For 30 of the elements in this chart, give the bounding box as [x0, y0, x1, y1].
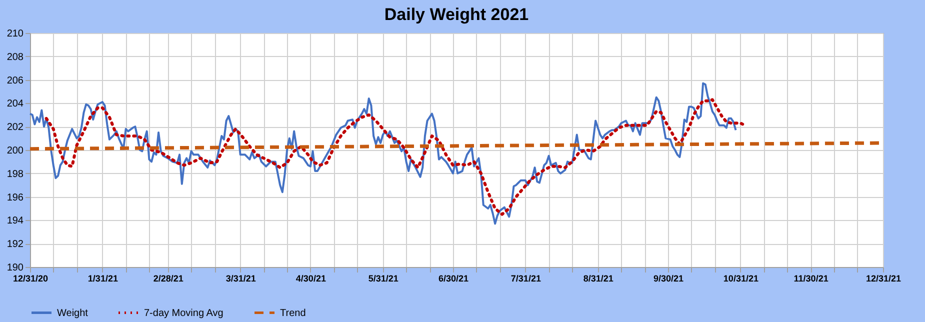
y-tick-label: 192 — [6, 239, 24, 250]
x-tick-label: 1/31/21 — [88, 274, 118, 284]
x-tick-label: 8/31/21 — [583, 274, 614, 284]
y-tick-label: 198 — [6, 168, 24, 180]
x-tick-label: 3/31/21 — [226, 274, 256, 284]
line-series — [29, 82, 737, 225]
x-tick-label: 9/30/21 — [653, 274, 684, 284]
y-tick-label: 196 — [6, 192, 24, 204]
legend-label: 7-day Moving Avg — [144, 308, 224, 319]
x-tick-label: 11/30/21 — [794, 274, 828, 284]
legend-label: Trend — [280, 308, 306, 319]
chart-title: Daily Weight 2021 — [384, 5, 529, 24]
y-tick-label: 204 — [6, 98, 24, 110]
y-tick-label: 190 — [6, 262, 24, 274]
y-tick-label: 200 — [6, 146, 24, 156]
y-tick-label: 206 — [6, 75, 24, 86]
x-tick-label: 7/31/21 — [510, 274, 541, 284]
legend-label: Weight — [57, 308, 88, 319]
line-series — [44, 98, 747, 216]
x-tick-label: 12/31/21 — [866, 274, 902, 284]
x-tick-label: 6/30/21 — [438, 274, 469, 284]
y-tick-label: 208 — [6, 52, 24, 63]
y-tick-label: 194 — [6, 216, 24, 227]
x-tick-label: 12/31/20 — [12, 274, 48, 284]
x-tick-label: 2/28/21 — [153, 274, 184, 284]
x-tick-label: 10/31/21 — [723, 274, 758, 284]
y-tick-label: 210 — [6, 28, 24, 40]
x-tick-label: 4/30/21 — [296, 274, 326, 284]
y-tick-label: 202 — [6, 122, 24, 134]
x-tick-label: 5/31/21 — [368, 274, 398, 284]
